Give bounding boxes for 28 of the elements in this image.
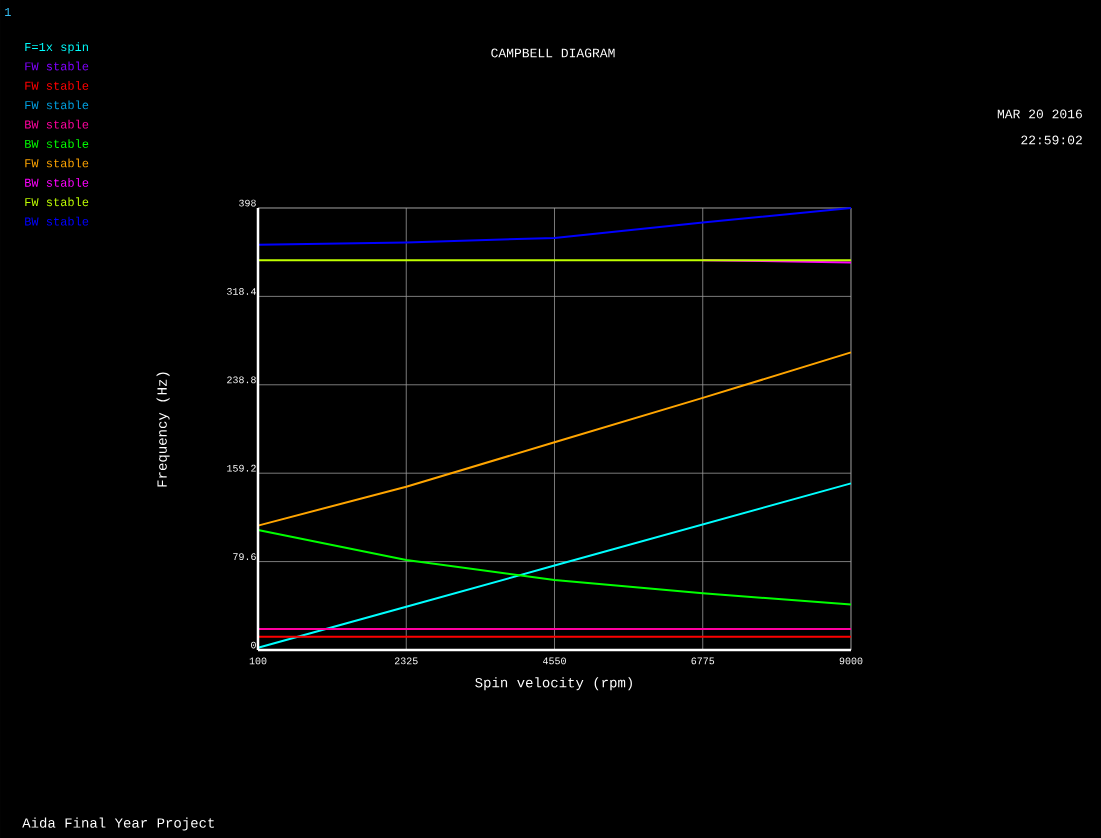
x-tick-label: 4550: [543, 657, 566, 665]
chart-title: CAMPBELL DIAGRAM: [491, 48, 615, 58]
y-tick-label: 159.2: [227, 464, 256, 472]
text: BW stable: [25, 119, 89, 129]
text: F=1x spin: [25, 42, 88, 54]
y-tick-label: 318.4: [227, 288, 256, 295]
y-tick-label: 398: [239, 199, 256, 207]
y-axis-title: Frequency (Hz): [156, 372, 170, 487]
y-tick-label: 79.6: [233, 553, 256, 561]
text: Aida Final Year Project: [22, 817, 214, 831]
text: BW stable: [25, 139, 89, 148]
y-tick-label: 0: [251, 641, 256, 649]
text: MAR 20 2016: [997, 109, 1082, 119]
text: 22:59:02: [1021, 135, 1082, 145]
text: BW stable: [25, 216, 89, 226]
text: 1: [5, 8, 11, 16]
y-tick-label: 238.8: [227, 376, 256, 384]
x-tick-label: 9000: [839, 657, 863, 665]
legend-label: FW stable: [25, 100, 89, 110]
text: FW stable: [25, 197, 89, 207]
x-axis-title: Spin velocity (rpm): [475, 677, 632, 691]
x-tick-label: 2325: [394, 657, 418, 665]
text: FW stable: [25, 158, 89, 168]
legend-label: FW stable: [25, 61, 89, 71]
x-tick-label: 6775: [691, 657, 715, 665]
text: FW stable: [25, 80, 89, 90]
text: BW stable: [25, 177, 89, 187]
x-tick-label: 100: [249, 657, 267, 665]
